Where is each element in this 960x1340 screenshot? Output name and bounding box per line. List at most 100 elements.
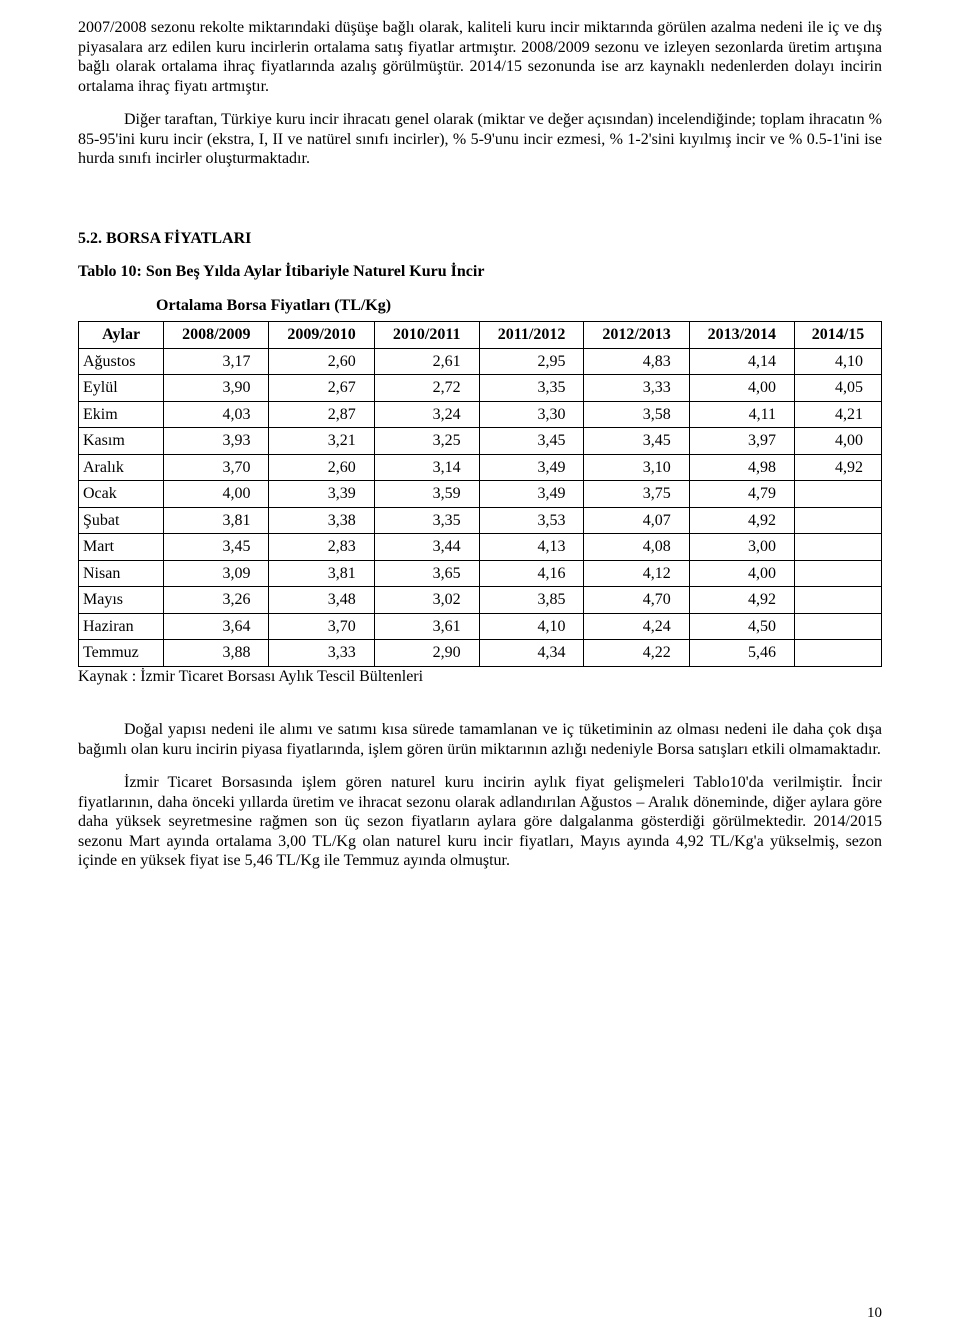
table-row-label: Kasım xyxy=(79,428,164,455)
table-header-cell: 2011/2012 xyxy=(479,322,584,349)
section-heading: 5.2. BORSA FİYATLARI xyxy=(78,229,882,249)
paragraph-4: İzmir Ticaret Borsasında işlem gören nat… xyxy=(78,773,882,871)
table-cell: 3,49 xyxy=(479,481,584,508)
table-cell: 3,59 xyxy=(374,481,479,508)
table-cell: 4,34 xyxy=(479,640,584,667)
table-header-cell: Aylar xyxy=(79,322,164,349)
table-row: Temmuz3,883,332,904,344,225,46 xyxy=(79,640,882,667)
table-cell: 3,38 xyxy=(269,507,374,534)
paragraph-3: Doğal yapısı nedeni ile alımı ve satımı … xyxy=(78,720,882,759)
table-cell: 3,00 xyxy=(689,534,794,561)
table-source: Kaynak : İzmir Ticaret Borsası Aylık Tes… xyxy=(78,667,882,687)
table-cell: 4,22 xyxy=(584,640,689,667)
table-cell xyxy=(794,534,881,561)
table-cell: 3,26 xyxy=(164,587,269,614)
table-row-label: Şubat xyxy=(79,507,164,534)
table-cell xyxy=(794,613,881,640)
table-cell: 3,64 xyxy=(164,613,269,640)
table-cell: 4,16 xyxy=(479,560,584,587)
table-cell: 3,33 xyxy=(584,375,689,402)
table-row: Şubat3,813,383,353,534,074,92 xyxy=(79,507,882,534)
table-cell: 2,60 xyxy=(269,454,374,481)
table-cell: 3,97 xyxy=(689,428,794,455)
table-cell: 2,90 xyxy=(374,640,479,667)
table-cell: 4,10 xyxy=(479,613,584,640)
table-cell: 4,98 xyxy=(689,454,794,481)
table-cell: 5,46 xyxy=(689,640,794,667)
table-cell: 4,00 xyxy=(794,428,881,455)
table-cell: 3,35 xyxy=(479,375,584,402)
table-cell: 2,83 xyxy=(269,534,374,561)
table-cell: 4,70 xyxy=(584,587,689,614)
table-cell: 2,60 xyxy=(269,348,374,375)
table-header-cell: 2010/2011 xyxy=(374,322,479,349)
table-cell: 3,14 xyxy=(374,454,479,481)
table-cell: 4,00 xyxy=(689,375,794,402)
table-cell: 4,83 xyxy=(584,348,689,375)
table-cell: 4,92 xyxy=(689,507,794,534)
table-row-label: Ocak xyxy=(79,481,164,508)
table-row-label: Mayıs xyxy=(79,587,164,614)
table-cell: 3,90 xyxy=(164,375,269,402)
table-cell: 3,75 xyxy=(584,481,689,508)
spacer xyxy=(78,700,882,720)
table-cell: 4,24 xyxy=(584,613,689,640)
table-row-label: Aralık xyxy=(79,454,164,481)
spacer xyxy=(78,183,882,203)
table-cell: 3,21 xyxy=(269,428,374,455)
table-cell xyxy=(794,587,881,614)
table-row-label: Nisan xyxy=(79,560,164,587)
table-cell: 4,07 xyxy=(584,507,689,534)
table-cell: 3,53 xyxy=(479,507,584,534)
table-cell xyxy=(794,481,881,508)
table-cell: 4,79 xyxy=(689,481,794,508)
table-cell: 4,10 xyxy=(794,348,881,375)
table-cell: 3,35 xyxy=(374,507,479,534)
table-cell: 2,67 xyxy=(269,375,374,402)
table-cell: 3,17 xyxy=(164,348,269,375)
table-cell xyxy=(794,640,881,667)
table-cell: 3,09 xyxy=(164,560,269,587)
table-cell: 3,24 xyxy=(374,401,479,428)
document-page: 2007/2008 sezonu rekolte miktarındaki dü… xyxy=(0,0,960,1340)
table-row-label: Ağustos xyxy=(79,348,164,375)
table-cell: 3,39 xyxy=(269,481,374,508)
table-row: Nisan3,093,813,654,164,124,00 xyxy=(79,560,882,587)
table-row: Ekim4,032,873,243,303,584,114,21 xyxy=(79,401,882,428)
table-cell: 3,02 xyxy=(374,587,479,614)
table-cell: 4,92 xyxy=(689,587,794,614)
table-cell: 3,70 xyxy=(164,454,269,481)
table-header-row: Aylar2008/20092009/20102010/20112011/201… xyxy=(79,322,882,349)
table-row-label: Haziran xyxy=(79,613,164,640)
table-cell: 2,72 xyxy=(374,375,479,402)
table-cell xyxy=(794,560,881,587)
table-cell: 3,45 xyxy=(164,534,269,561)
table-cell: 4,00 xyxy=(689,560,794,587)
table-row: Ocak4,003,393,593,493,754,79 xyxy=(79,481,882,508)
table-cell: 4,08 xyxy=(584,534,689,561)
table-header-cell: 2009/2010 xyxy=(269,322,374,349)
table-cell: 4,92 xyxy=(794,454,881,481)
table-row-label: Mart xyxy=(79,534,164,561)
paragraph-1: 2007/2008 sezonu rekolte miktarındaki dü… xyxy=(78,18,882,96)
table-cell: 4,00 xyxy=(164,481,269,508)
table-cell: 4,14 xyxy=(689,348,794,375)
table-cell: 3,58 xyxy=(584,401,689,428)
table-cell: 2,95 xyxy=(479,348,584,375)
table-header-cell: 2014/15 xyxy=(794,322,881,349)
table-row: Mayıs3,263,483,023,854,704,92 xyxy=(79,587,882,614)
table-row: Eylül3,902,672,723,353,334,004,05 xyxy=(79,375,882,402)
table-cell: 3,81 xyxy=(269,560,374,587)
table-header-cell: 2008/2009 xyxy=(164,322,269,349)
table-header-cell: 2013/2014 xyxy=(689,322,794,349)
table-cell: 3,45 xyxy=(479,428,584,455)
table-row-label: Temmuz xyxy=(79,640,164,667)
table-row: Kasım3,933,213,253,453,453,974,00 xyxy=(79,428,882,455)
table-cell: 3,93 xyxy=(164,428,269,455)
table-cell: 4,13 xyxy=(479,534,584,561)
table-cell: 3,48 xyxy=(269,587,374,614)
table-body: Ağustos3,172,602,612,954,834,144,10Eylül… xyxy=(79,348,882,666)
table-cell: 4,12 xyxy=(584,560,689,587)
table-cell: 2,61 xyxy=(374,348,479,375)
table-cell: 3,85 xyxy=(479,587,584,614)
